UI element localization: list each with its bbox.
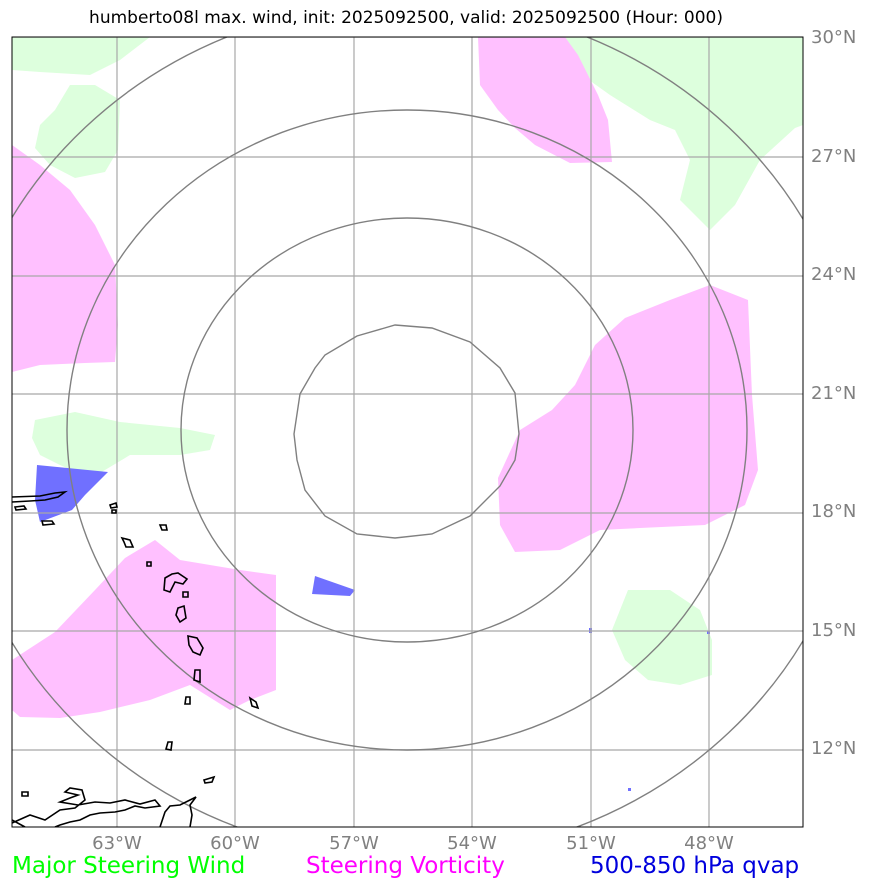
coast-island-c — [108, 501, 118, 509]
vorticity-region-east — [498, 285, 758, 552]
lat-label-27: 27°N — [811, 146, 857, 167]
map-title: humberto08l max. wind, init: 2025092500,… — [89, 8, 723, 28]
coast-dominica — [175, 604, 187, 624]
lon-label-57: 57°W — [329, 833, 379, 854]
vorticity-region-sw — [12, 540, 276, 718]
lon-label-60: 60°W — [210, 833, 260, 854]
qvap-dot-3 — [628, 788, 631, 791]
map-frame — [11, 36, 804, 828]
coast-trinidad — [21, 791, 29, 797]
legend-qvap: 500-850 hPa qvap — [590, 853, 800, 879]
vorticity-regions — [12, 37, 758, 718]
lat-label-12: 12°N — [811, 738, 857, 759]
lon-label-54: 54°W — [447, 833, 497, 854]
lon-label-63: 63°W — [92, 833, 142, 854]
qvap-region-west — [35, 465, 108, 522]
coast-puerto-rico — [12, 490, 68, 503]
coast-venezuela — [12, 787, 197, 827]
lat-label-18: 18°N — [811, 501, 857, 522]
coast-martinique — [187, 634, 204, 657]
wind-region-nw — [12, 37, 150, 75]
steering-wind-regions — [12, 37, 803, 685]
coast-island-f — [158, 524, 168, 531]
lat-label-15: 15°N — [811, 620, 857, 641]
coast-barbados — [248, 696, 260, 710]
qvap-region-center — [312, 576, 355, 596]
coast-island-h — [182, 591, 189, 598]
coast-grenada — [164, 741, 173, 751]
lon-label-48: 48°W — [684, 833, 734, 854]
legend-steering-wind: Major Steering Wind — [12, 853, 246, 879]
coast-island-a — [13, 505, 28, 511]
coast-guadeloupe — [163, 572, 189, 593]
wind-region-w — [35, 85, 120, 178]
vorticity-region-west — [12, 145, 118, 372]
coast-st-lucia — [193, 669, 201, 684]
wind-region-se — [612, 590, 712, 685]
coast-tobago — [202, 775, 216, 784]
coast-island-i — [184, 696, 191, 705]
range-ring-inner — [293, 324, 520, 539]
vorticity-region-n — [478, 37, 612, 163]
coast-island-d — [111, 509, 117, 514]
lat-label-21: 21°N — [811, 383, 857, 404]
coast-island-b — [40, 520, 56, 526]
range-rings — [12, 37, 803, 827]
range-ring-2 — [180, 217, 634, 643]
legend-steering-vorticity: Steering Vorticity — [306, 853, 505, 879]
wind-region-ne — [562, 37, 803, 230]
coastlines — [12, 490, 260, 827]
range-ring-3 — [66, 109, 748, 751]
lat-label-30: 30°N — [811, 27, 857, 48]
wind-region-midwest — [32, 412, 215, 478]
coast-island-g — [146, 561, 152, 567]
lat-label-24: 24°N — [811, 264, 857, 285]
coast-island-e — [120, 536, 135, 548]
lon-label-51: 51°W — [566, 833, 616, 854]
